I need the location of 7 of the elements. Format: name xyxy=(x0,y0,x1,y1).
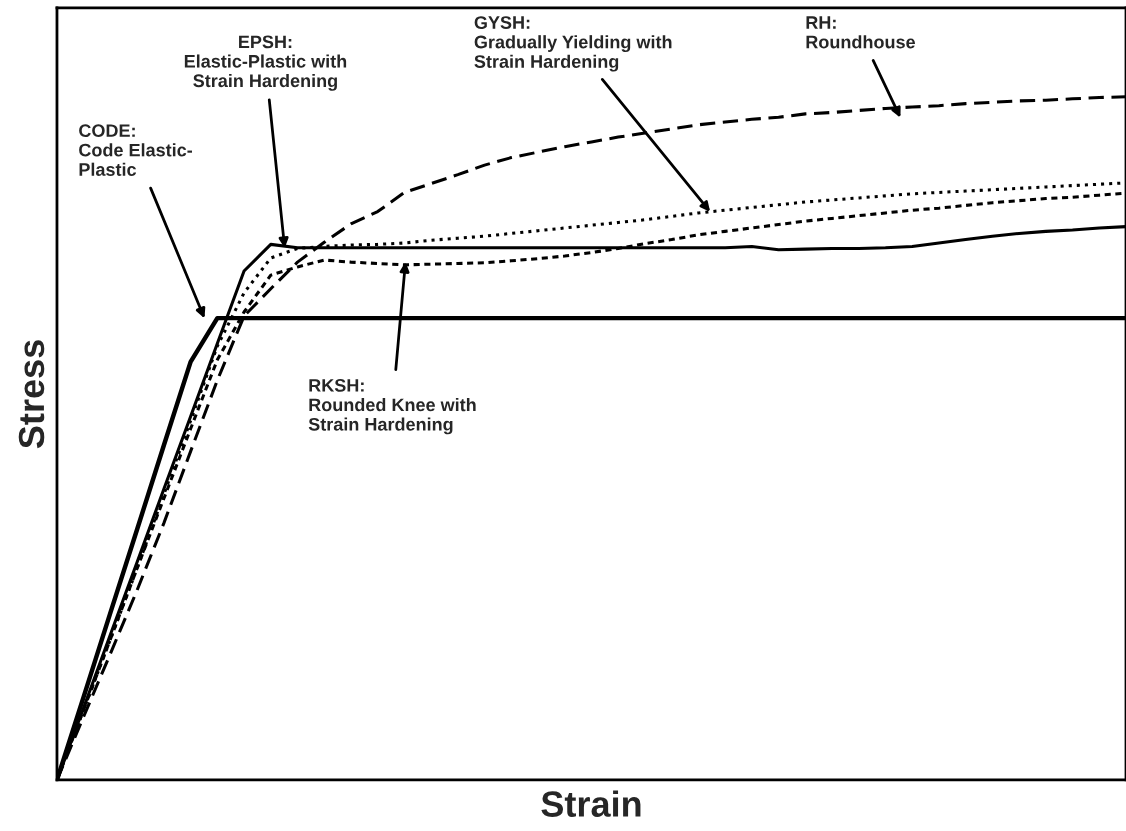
text: RH: Roundhouse xyxy=(806,16,915,49)
annotation: RKSH: Rounded Knee with Strain Hardening xyxy=(308,379,476,435)
text: GYSH: Gradually Yielding with Strain Hardening xyxy=(474,16,672,72)
x-axis-title: Strain xyxy=(541,790,641,817)
annotation: CODE: Code Elastic- Plastic xyxy=(79,124,193,176)
text: EPSH: Elastic-Plastic with Strain Hardening xyxy=(184,35,347,91)
y-axis-title: Stress xyxy=(18,340,45,449)
